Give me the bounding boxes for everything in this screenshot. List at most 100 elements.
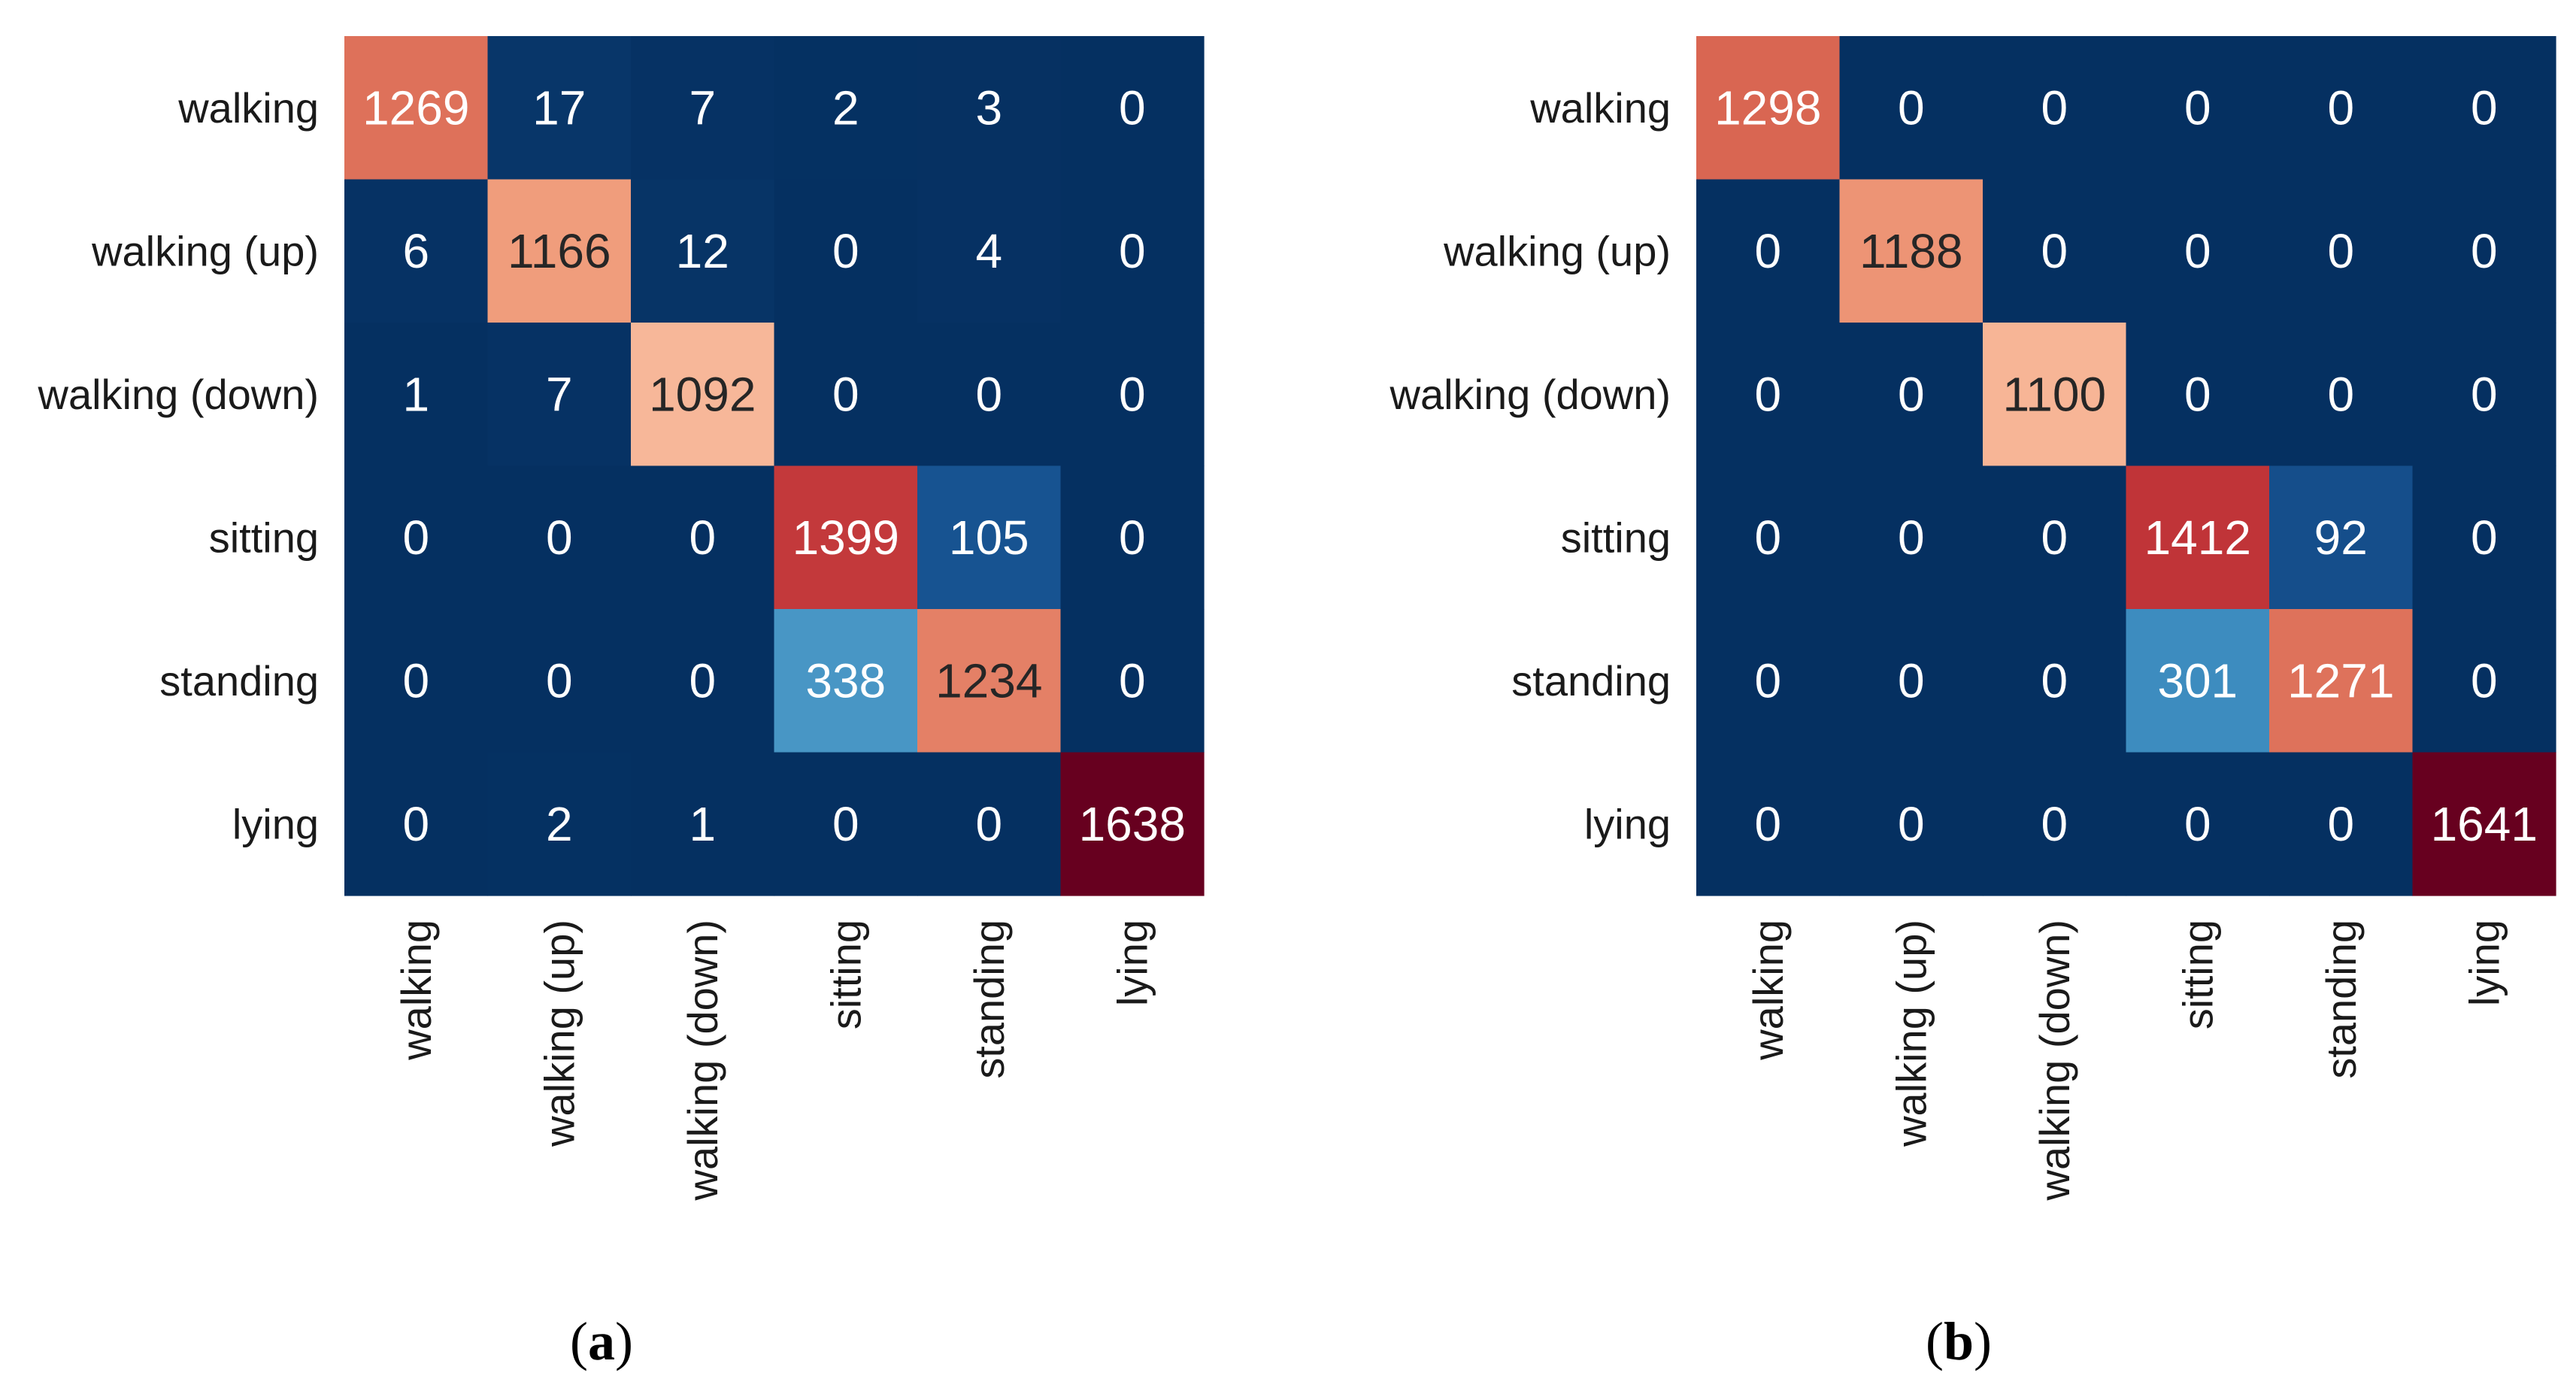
cell-value-a-r2-c1: 7 bbox=[546, 367, 573, 421]
cell-a-r4-c0 bbox=[344, 609, 489, 753]
cell-value-b-r1-c4: 0 bbox=[2327, 224, 2354, 278]
cell-value-a-r2-c2: 1092 bbox=[649, 367, 756, 421]
cell-b-r4-c5 bbox=[2412, 609, 2556, 753]
cell-value-b-r3-c2: 0 bbox=[2041, 511, 2068, 565]
row-label-a-3: sitting bbox=[209, 514, 319, 561]
cell-value-b-r3-c5: 0 bbox=[2471, 511, 2498, 565]
cell-value-a-r2-c0: 1 bbox=[402, 367, 429, 421]
cell-value-b-r0-c4: 0 bbox=[2327, 80, 2354, 135]
cell-value-a-r4-c1: 0 bbox=[546, 653, 573, 708]
row-label-b-1: walking (up) bbox=[1443, 227, 1671, 274]
cell-b-r1-c1 bbox=[1839, 179, 1984, 323]
cell-b-r3-c1 bbox=[1839, 465, 1984, 610]
cell-b-r3-c2 bbox=[1983, 465, 2127, 610]
cell-value-a-r3-c2: 0 bbox=[689, 511, 716, 565]
row-label-b-3: sitting bbox=[1561, 514, 1671, 561]
cell-value-a-r3-c3: 1399 bbox=[792, 511, 899, 565]
cell-value-b-r4-c5: 0 bbox=[2471, 653, 2498, 708]
cell-b-r2-c4 bbox=[2269, 323, 2414, 467]
cell-a-r3-c0 bbox=[344, 465, 489, 610]
cell-value-b-r0-c0: 1298 bbox=[1714, 80, 1821, 135]
col-label-b-1: walking (up) bbox=[1887, 920, 1935, 1147]
cell-value-b-r0-c2: 0 bbox=[2041, 80, 2068, 135]
row-label-a-0: walking bbox=[177, 84, 319, 132]
cell-a-r4-c2 bbox=[631, 609, 775, 753]
cell-a-r5-c4 bbox=[917, 752, 1062, 896]
caption-close-b: ) bbox=[1974, 1311, 1992, 1371]
cell-b-r2-c3 bbox=[2126, 323, 2270, 467]
cell-value-a-r4-c5: 0 bbox=[1119, 653, 1146, 708]
row-label-a-2: walking (down) bbox=[38, 371, 320, 418]
cell-a-r1-c5 bbox=[1060, 179, 1205, 323]
cell-value-b-r1-c2: 0 bbox=[2041, 224, 2068, 278]
cell-a-r5-c1 bbox=[487, 752, 632, 896]
col-label-a-1: walking (up) bbox=[535, 920, 583, 1147]
cell-value-a-r5-c3: 0 bbox=[832, 797, 859, 851]
cell-b-r5-c2 bbox=[1983, 752, 2127, 896]
col-label-a-0: walking bbox=[392, 920, 440, 1061]
cell-b-r5-c4 bbox=[2269, 752, 2414, 896]
cell-b-r1-c5 bbox=[2412, 179, 2556, 323]
cell-value-a-r1-c0: 6 bbox=[402, 224, 429, 278]
row-label-a-4: standing bbox=[159, 657, 319, 705]
cell-value-a-r1-c5: 0 bbox=[1119, 224, 1146, 278]
caption-close-a: ) bbox=[615, 1311, 633, 1371]
cell-value-b-r4-c4: 1271 bbox=[2287, 653, 2394, 708]
cell-b-r4-c2 bbox=[1983, 609, 2127, 753]
cell-b-r0-c1 bbox=[1839, 36, 1984, 180]
cell-b-r2-c1 bbox=[1839, 323, 1984, 467]
cell-value-b-r4-c2: 0 bbox=[2041, 653, 2068, 708]
caption-letter-b: b bbox=[1944, 1311, 1974, 1371]
cell-a-r0-c4 bbox=[917, 36, 1062, 180]
cell-a-r4-c5 bbox=[1060, 609, 1205, 753]
cell-value-a-r5-c5: 1638 bbox=[1079, 797, 1186, 851]
row-label-a-1: walking (up) bbox=[91, 227, 319, 274]
caption-open-a: ( bbox=[570, 1311, 588, 1371]
cell-a-r1-c4 bbox=[917, 179, 1062, 323]
cell-value-b-r3-c3: 1412 bbox=[2144, 511, 2251, 565]
cell-b-r3-c0 bbox=[1696, 465, 1841, 610]
cell-value-b-r0-c3: 0 bbox=[2184, 80, 2211, 135]
cell-value-b-r1-c0: 0 bbox=[1754, 224, 1781, 278]
caption-open-b: ( bbox=[1926, 1311, 1944, 1371]
cell-b-r4-c1 bbox=[1839, 609, 1984, 753]
cell-value-b-r3-c1: 0 bbox=[1898, 511, 1925, 565]
cell-value-a-r5-c1: 2 bbox=[546, 797, 573, 851]
cell-value-a-r4-c2: 0 bbox=[689, 653, 716, 708]
cell-value-b-r2-c1: 0 bbox=[1898, 367, 1925, 421]
cell-value-b-r5-c0: 0 bbox=[1754, 797, 1781, 851]
cell-value-a-r0-c3: 2 bbox=[832, 80, 859, 135]
cell-value-a-r4-c4: 1234 bbox=[935, 653, 1042, 708]
cell-value-b-r2-c2: 1100 bbox=[2002, 367, 2106, 421]
cell-value-b-r4-c0: 0 bbox=[1754, 653, 1781, 708]
cell-a-r5-c3 bbox=[774, 752, 918, 896]
cell-b-r0-c2 bbox=[1983, 36, 2127, 180]
cell-value-a-r3-c5: 0 bbox=[1119, 511, 1146, 565]
cell-value-a-r3-c0: 0 bbox=[402, 511, 429, 565]
cell-b-r5-c1 bbox=[1839, 752, 1984, 896]
cell-value-a-r3-c4: 105 bbox=[949, 511, 1029, 565]
cell-b-r2-c0 bbox=[1696, 323, 1841, 467]
cell-value-b-r3-c0: 0 bbox=[1754, 511, 1781, 565]
cell-value-a-r1-c2: 12 bbox=[676, 224, 729, 278]
cell-b-r4-c4 bbox=[2269, 609, 2414, 753]
cell-a-r1-c1 bbox=[487, 179, 632, 323]
cell-a-r3-c4 bbox=[917, 465, 1062, 610]
cell-value-b-r3-c4: 92 bbox=[2314, 511, 2368, 565]
cell-value-b-r2-c0: 0 bbox=[1754, 367, 1781, 421]
cell-value-a-r5-c0: 0 bbox=[402, 797, 429, 851]
cell-b-r2-c5 bbox=[2412, 323, 2556, 467]
row-label-b-4: standing bbox=[1511, 657, 1671, 705]
cell-b-r4-c3 bbox=[2126, 609, 2270, 753]
cell-value-a-r5-c4: 0 bbox=[975, 797, 1002, 851]
col-label-b-5: lying bbox=[2460, 920, 2508, 1006]
cell-a-r2-c0 bbox=[344, 323, 489, 467]
cell-a-r4-c1 bbox=[487, 609, 632, 753]
cell-a-r0-c1 bbox=[487, 36, 632, 180]
cell-value-b-r5-c1: 0 bbox=[1898, 797, 1925, 851]
cell-value-a-r2-c5: 0 bbox=[1119, 367, 1146, 421]
cell-a-r2-c5 bbox=[1060, 323, 1205, 467]
cell-value-a-r1-c3: 0 bbox=[832, 224, 859, 278]
cell-b-r1-c4 bbox=[2269, 179, 2414, 323]
